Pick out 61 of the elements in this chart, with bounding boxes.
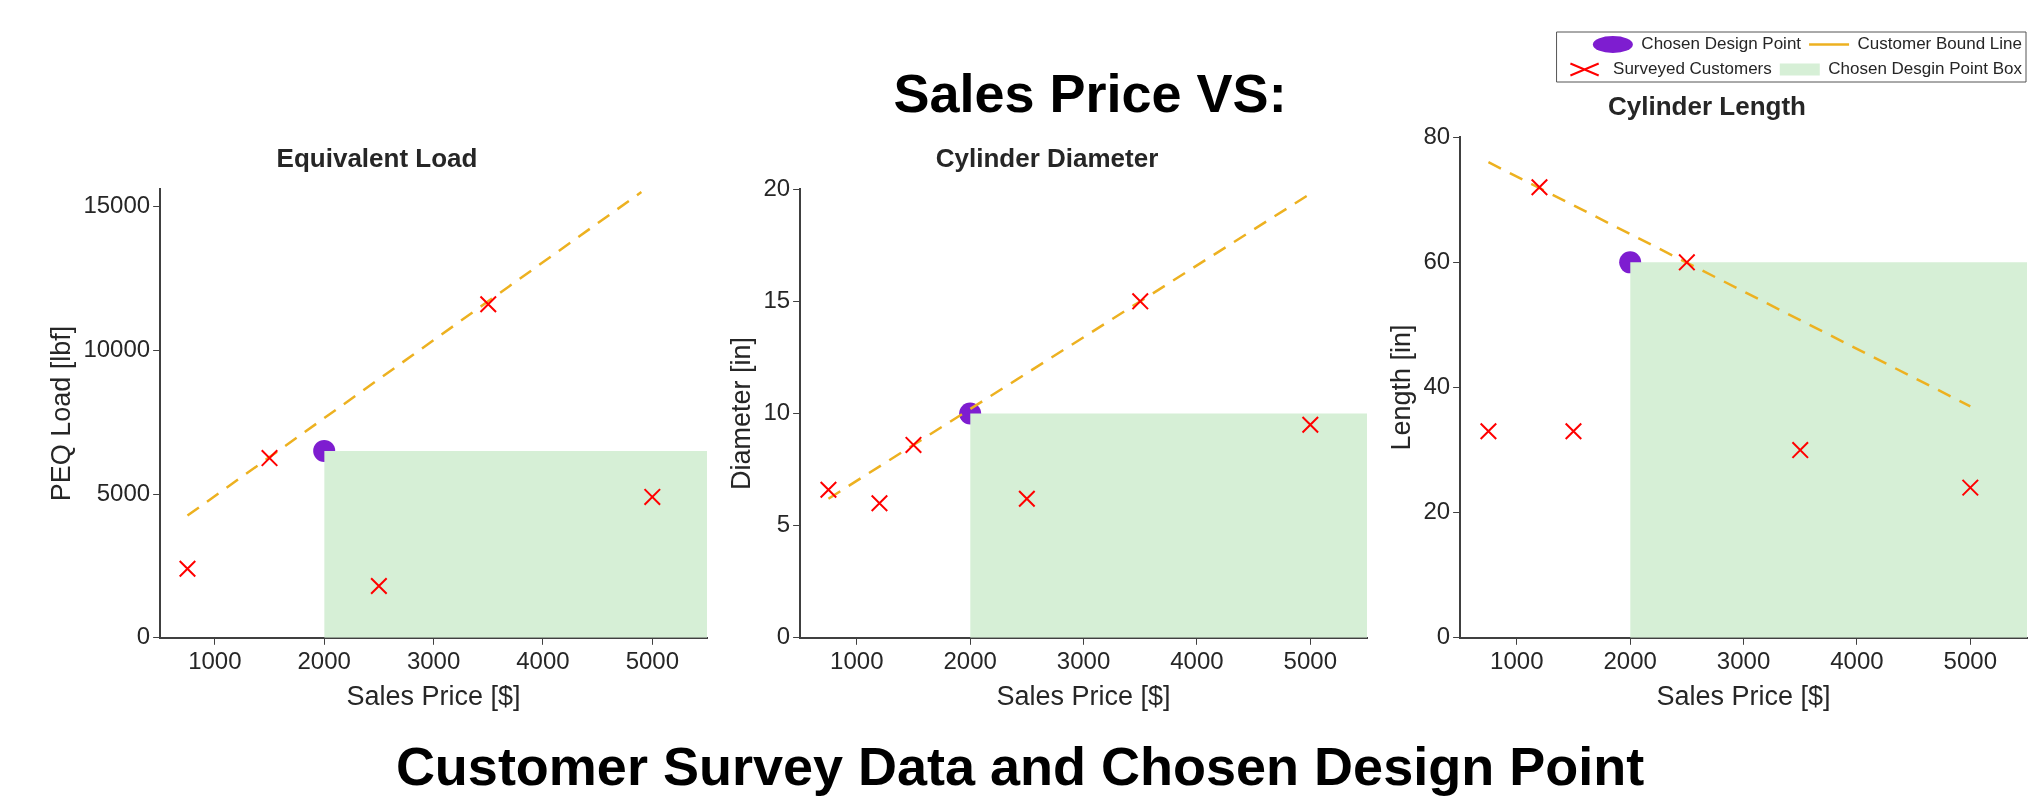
x-axis-title: Sales Price [$] <box>996 681 1171 712</box>
point <box>1018 489 1036 508</box>
point <box>1564 422 1583 441</box>
legend-label: Chosen Desgin Point Box <box>1828 59 2023 79</box>
point <box>370 577 388 595</box>
y-tick-label: 5 <box>776 510 791 538</box>
y-tick-label: 40 <box>1423 372 1451 400</box>
legend-label: Surveyed Customers <box>1613 59 1772 79</box>
legend-label: Chosen Design Point <box>1641 34 1802 54</box>
x-tick-label: 3000 <box>1056 646 1111 674</box>
point <box>870 494 889 512</box>
point <box>819 480 838 499</box>
y-tick-label: 10 <box>763 398 791 426</box>
point <box>1791 441 1810 459</box>
y-axis-title: PEQ Load [lbf] <box>45 325 76 502</box>
x-tick-label: 4000 <box>1830 646 1884 674</box>
point <box>643 488 662 506</box>
x-tick-label: 2000 <box>297 646 351 674</box>
y-tick-label: 20 <box>763 173 791 201</box>
y-tick-label: 20 <box>1423 497 1451 525</box>
y-tick-label: 10000 <box>83 334 151 362</box>
x-tick-label: 2000 <box>943 646 997 674</box>
x-tick-label: 1000 <box>188 646 242 674</box>
point <box>1530 178 1549 197</box>
chart-title: Equivalent Load <box>276 142 478 173</box>
x-tick-label: 2000 <box>1603 646 1657 674</box>
point <box>1131 292 1150 311</box>
point <box>904 436 923 454</box>
point <box>479 295 498 313</box>
y-axis-title: Length [in] <box>1385 324 1416 451</box>
y-tick-label: 0 <box>776 622 791 650</box>
x-tick-label: 1000 <box>1490 646 1544 674</box>
y-tick-label: 15 <box>763 285 791 313</box>
text: Customer Survey Data and Chosen Design Point <box>394 735 1646 797</box>
chart-title: Cylinder Length <box>1608 90 1806 121</box>
x-tick-label: 3000 <box>406 646 461 674</box>
y-tick-label: 0 <box>136 622 151 650</box>
point <box>1479 422 1498 441</box>
y-tick-label: 60 <box>1423 246 1451 274</box>
point <box>1678 253 1696 272</box>
x-tick-label: 5000 <box>1283 646 1337 674</box>
y-axis-title: Diameter [in] <box>725 336 756 491</box>
chart-title: Cylinder Diameter <box>935 142 1159 173</box>
x-axis-title: Sales Price [$] <box>346 681 521 712</box>
y-tick-label: 0 <box>1436 622 1451 650</box>
x-axis-title: Sales Price [$] <box>1656 681 1831 712</box>
y-tick-label: 15000 <box>83 191 151 219</box>
point <box>260 449 279 467</box>
x-tick-label: 4000 <box>1170 646 1224 674</box>
legend-label: Customer Bound Line <box>1857 34 2023 54</box>
x-tick-label: 5000 <box>625 646 680 674</box>
x-tick-label: 5000 <box>1943 646 1997 674</box>
point <box>1301 415 1320 434</box>
text: Sales Price VS: <box>893 63 1287 123</box>
point <box>178 560 197 578</box>
point <box>1961 478 1980 497</box>
x-tick-label: 3000 <box>1716 646 1771 674</box>
y-tick-label: 5000 <box>96 478 151 506</box>
y-tick-label: 80 <box>1423 121 1451 149</box>
x-tick-label: 4000 <box>516 646 570 674</box>
x-tick-label: 1000 <box>830 646 884 674</box>
